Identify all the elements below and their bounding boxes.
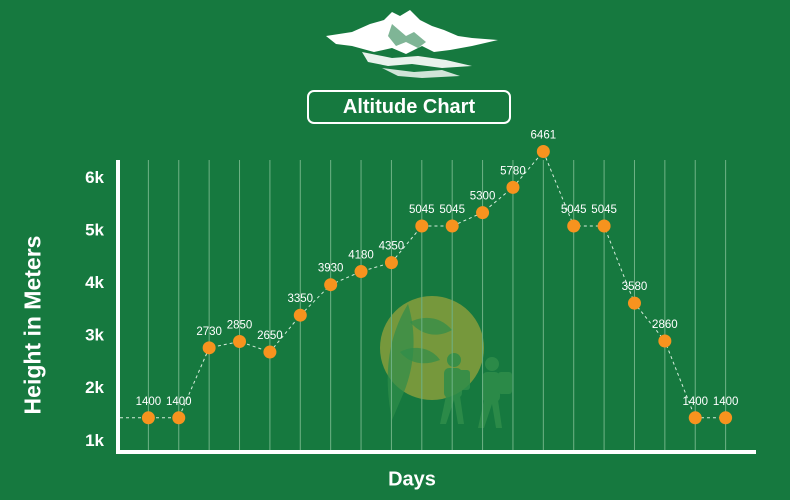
data-point — [172, 411, 186, 425]
data-label: 2850 — [227, 320, 253, 332]
data-point — [384, 256, 398, 270]
data-label: 1400 — [166, 396, 192, 408]
data-point — [415, 219, 429, 233]
y-tick-label: 1k — [85, 431, 104, 450]
chart-title: Altitude Chart — [307, 90, 511, 124]
data-label: 3350 — [287, 293, 313, 305]
data-label: 3930 — [318, 263, 344, 275]
x-axis-label: Days — [388, 468, 436, 491]
y-axis-label: Height in Meters — [19, 235, 46, 415]
data-point — [476, 206, 490, 220]
data-point — [719, 411, 733, 425]
y-tick-label: 2k — [85, 378, 104, 397]
data-point — [141, 411, 155, 425]
data-point — [627, 296, 641, 310]
data-label: 5300 — [470, 191, 496, 203]
y-tick-label: 6k — [85, 168, 104, 187]
data-point — [354, 265, 368, 279]
y-axis-line — [116, 160, 756, 454]
data-point — [293, 308, 307, 322]
data-label: 5045 — [561, 204, 587, 216]
data-label: 5045 — [591, 204, 617, 216]
data-label: 5780 — [500, 165, 526, 177]
data-label: 4350 — [379, 241, 405, 253]
data-point — [658, 334, 672, 348]
series-line — [120, 150, 726, 419]
data-label: 1400 — [713, 396, 739, 408]
data-label: 5045 — [439, 204, 465, 216]
data-point — [567, 219, 581, 233]
data-point — [202, 341, 216, 355]
data-label: 4180 — [348, 250, 374, 262]
data-point — [597, 219, 611, 233]
hiker-watermark-icon — [380, 296, 512, 428]
data-label: 3580 — [622, 281, 648, 293]
y-tick-label: 5k — [85, 220, 104, 239]
data-label: 1400 — [136, 396, 162, 408]
mountain-logo-icon — [326, 10, 498, 78]
data-point — [536, 145, 550, 159]
data-point — [263, 345, 277, 359]
data-label: 1400 — [682, 396, 708, 408]
data-point — [324, 278, 338, 292]
data-label: 2860 — [652, 319, 678, 331]
data-point — [506, 180, 520, 194]
y-tick-label: 3k — [85, 326, 104, 345]
data-point — [233, 335, 247, 349]
y-tick-label: 4k — [85, 273, 104, 292]
data-label: 2730 — [196, 326, 222, 338]
data-label: 5045 — [409, 204, 435, 216]
data-label: 6461 — [531, 130, 557, 142]
data-label: 2650 — [257, 330, 283, 342]
data-point — [688, 411, 702, 425]
data-point — [445, 219, 459, 233]
